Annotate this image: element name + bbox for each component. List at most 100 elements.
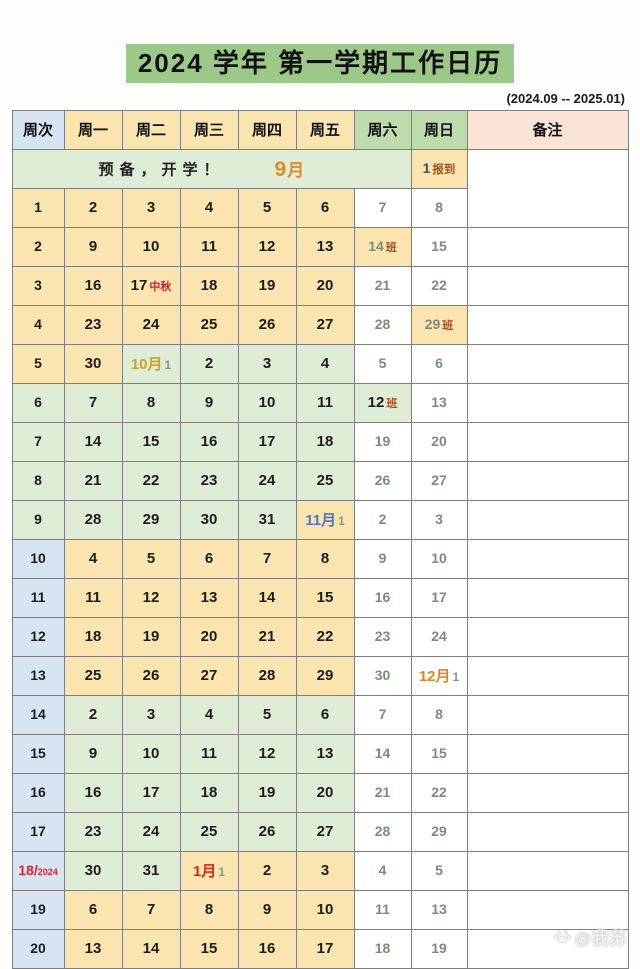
day-number: 22 — [142, 471, 160, 489]
day-cell: 17 — [237, 421, 297, 462]
day-cell: 6 — [295, 187, 355, 228]
day-cell: 18 — [295, 421, 355, 462]
day-number: 31 — [142, 861, 160, 879]
day-cell: 7 — [121, 889, 181, 930]
day-cell: 7 — [353, 187, 412, 228]
header-cell-9: 备注 — [466, 109, 629, 150]
remark-cell — [466, 889, 629, 930]
day-number: 8 — [320, 549, 330, 567]
remark-cell — [466, 421, 629, 462]
day-number: 23 — [84, 315, 102, 333]
day-cell: 7 — [353, 694, 412, 735]
week-row-14: 14 2 3 4 5 6 7 8 — [11, 694, 629, 735]
day-cell: 10 — [410, 538, 468, 579]
day-number: 26 — [258, 822, 276, 840]
week-row-3: 3 16 17 中秋 18 19 20 21 22 — [11, 265, 629, 306]
day-number: 12 — [142, 588, 160, 606]
day-number: 20 — [316, 276, 334, 294]
day-cell: 30 — [179, 499, 239, 540]
day-cell: 3 — [237, 343, 297, 384]
day-number: 15 — [431, 237, 447, 254]
day-cell: 9 — [63, 226, 123, 267]
day-cell: 23 — [353, 616, 412, 657]
day-number: 7 — [146, 900, 156, 918]
day-number: 21 — [84, 471, 102, 489]
day-number: 28 — [374, 822, 391, 839]
week-number-cell: 18/2024 — [11, 850, 65, 891]
day-cell: 14 — [121, 928, 181, 969]
day-cell: 13 — [179, 577, 239, 618]
day-number: 25 — [316, 471, 334, 489]
day-number: 27 — [200, 666, 218, 684]
day-cell: 13 — [410, 382, 468, 423]
day-number: 26 — [258, 315, 276, 333]
holiday-tag: 中秋 — [149, 280, 172, 293]
day-cell: 18 — [179, 772, 239, 813]
remark-cell — [466, 616, 629, 657]
day-number: 5 — [262, 198, 272, 216]
day-number: 14 — [142, 939, 160, 957]
day-cell: 30 — [353, 655, 412, 696]
day-number: 11 — [317, 393, 333, 411]
week-number: 10 — [30, 549, 46, 566]
week-number: 20 — [30, 939, 46, 956]
day-cell: 25 — [179, 304, 239, 345]
week-row-8: 8 21 22 23 24 25 26 27 — [11, 460, 629, 501]
day-number: 2 — [88, 705, 98, 723]
week-row-13: 13 25 26 27 28 29 30 12月 1 — [11, 655, 629, 696]
header-cell-7: 周六 — [353, 109, 412, 150]
day-cell: 26 — [237, 304, 297, 345]
day-number: 21 — [258, 627, 276, 645]
day-number: 6 — [320, 705, 330, 723]
day-number: 28 — [258, 666, 276, 684]
day-number: 28 — [84, 510, 102, 528]
day-cell: 13 — [295, 226, 355, 267]
day-number: 18 — [200, 783, 218, 801]
day-cell: 23 — [179, 460, 239, 501]
week-number: 1 — [34, 198, 42, 215]
day-number: 5 — [146, 549, 156, 567]
day-cell: 8 — [295, 538, 355, 579]
week-row-6: 6 7 8 9 10 11 12 班 13 — [11, 382, 629, 423]
day-number: 31 — [258, 510, 276, 528]
day-cell: 8 — [410, 694, 468, 735]
week-number-cell: 2 — [11, 226, 65, 267]
week-number-cell: 13 — [11, 655, 65, 696]
page-title: 2024 学年 第一学期工作日历 — [125, 44, 515, 83]
day-cell: 28 — [353, 304, 412, 345]
week-row-5: 5 30 10月 1 2 3 4 5 6 — [11, 343, 629, 384]
day-cell: 9 — [237, 889, 297, 930]
week-number: 9 — [34, 510, 42, 527]
month-start-cell: 12月 1 — [410, 655, 468, 696]
day-cell: 27 — [410, 460, 468, 501]
day-number: 26 — [374, 471, 391, 488]
day-number: 25 — [200, 315, 218, 333]
day-cell: 19 — [410, 928, 468, 969]
day-number: 2 — [88, 198, 98, 216]
september-label: 9月 — [274, 157, 306, 181]
day-number: 29 — [431, 822, 447, 839]
day-number: 24 — [142, 315, 160, 333]
day-number: 10 — [258, 393, 276, 411]
day-cell: 10 — [237, 382, 297, 423]
september-banner: 预备，开学！ 9月 — [11, 148, 412, 189]
day-cell: 10 — [121, 226, 181, 267]
header-cell-1: 周次 — [11, 109, 65, 150]
day-cell: 22 — [410, 265, 468, 306]
day-number: 4 — [204, 705, 214, 723]
day-cell: 15 — [410, 226, 468, 267]
header-cell-3: 周二 — [121, 109, 181, 150]
day-cell: 6 — [295, 694, 355, 735]
week-row-12: 12 18 19 20 21 22 23 24 — [11, 616, 629, 657]
day-number: 29 — [142, 510, 160, 528]
day-cell: 19 — [237, 265, 297, 306]
makeup-class-tag: 班 — [442, 319, 454, 332]
day-number: 19 — [374, 432, 391, 449]
day-cell: 15 — [179, 928, 239, 969]
day-cell: 21 — [353, 772, 412, 813]
day-cell: 12 — [237, 226, 297, 267]
day-number: 27 — [316, 822, 334, 840]
day-number: 19 — [258, 276, 276, 294]
day-number: 12 — [367, 393, 385, 411]
day-cell: 11 — [353, 889, 412, 930]
